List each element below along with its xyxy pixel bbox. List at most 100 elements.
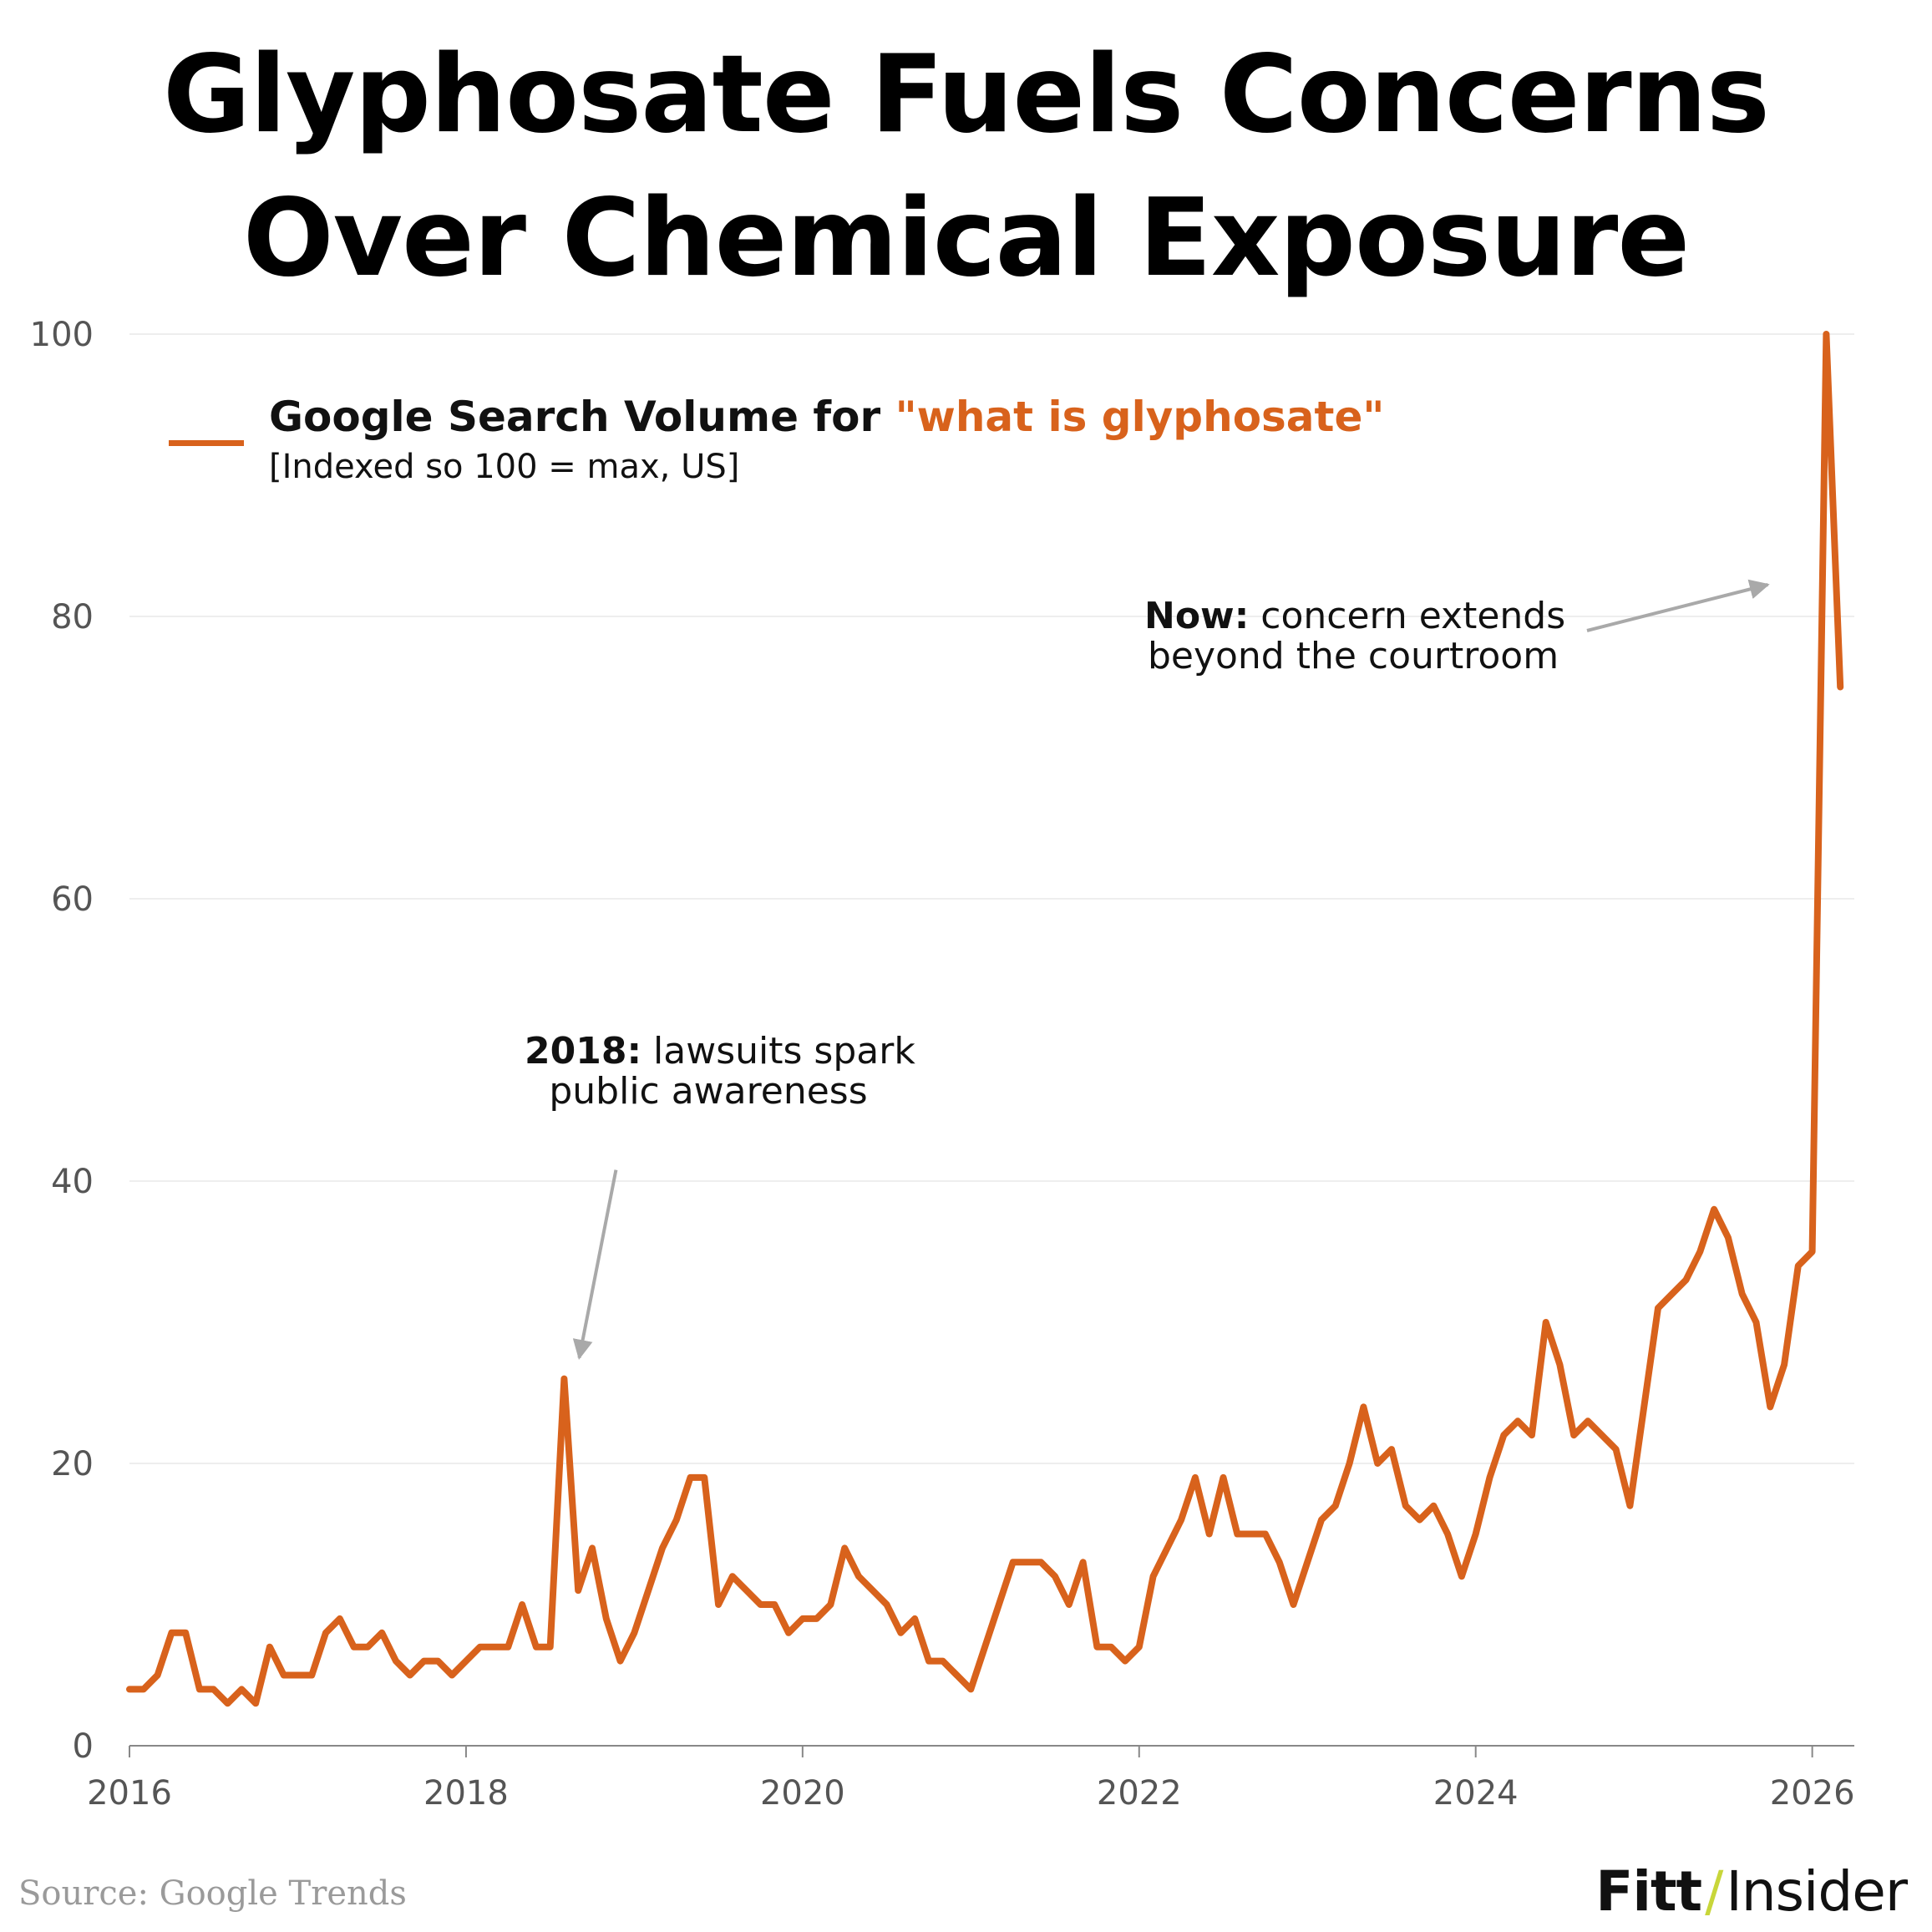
data-point-27 [505,1644,511,1651]
annotation-now: Now: concern extends beyond the courtroo… [1144,595,1566,677]
x-tick-label-2018: 2018 [423,1774,509,1813]
annotation-2018-bold: 2018: [525,1030,642,1072]
source-note: Source: Google Trends [18,1874,407,1913]
data-point-40 [687,1474,694,1481]
data-point-24 [463,1658,469,1665]
data-point-110 [1669,1291,1676,1297]
data-point-77 [1206,1531,1213,1538]
data-point-108 [1640,1403,1647,1410]
data-point-22 [434,1658,441,1665]
data-point-1 [140,1686,147,1692]
data-point-105 [1599,1432,1605,1438]
data-point-83 [1291,1601,1297,1608]
data-point-111 [1683,1276,1690,1283]
data-point-36 [631,1630,637,1636]
data-point-103 [1570,1432,1577,1438]
data-point-46 [771,1601,778,1608]
data-point-114 [1725,1235,1732,1241]
data-point-93 [1430,1503,1437,1509]
series-layer [126,331,1844,1707]
data-point-8 [238,1686,245,1692]
y-tick-label-100: 100 [30,316,94,354]
data-point-121 [1823,331,1829,337]
annotation-now-text-1: concern extends [1249,595,1566,637]
data-point-53 [870,1587,876,1594]
data-point-45 [758,1601,764,1608]
data-point-76 [1192,1474,1199,1481]
data-point-54 [884,1601,890,1608]
data-point-62 [996,1601,1002,1608]
x-tick-label-2020: 2020 [760,1774,845,1813]
data-point-68 [1080,1559,1087,1565]
data-point-32 [575,1587,581,1594]
brand-part-1: Fitt [1595,1859,1702,1924]
data-point-56 [911,1615,918,1622]
data-point-60 [967,1686,974,1692]
data-point-29 [533,1644,540,1651]
data-point-71 [1122,1658,1128,1665]
data-point-25 [477,1644,484,1651]
data-point-86 [1332,1503,1339,1509]
arrow-now [1586,579,1770,632]
data-point-109 [1655,1305,1661,1311]
data-point-33 [589,1544,596,1551]
data-point-95 [1458,1573,1465,1580]
annotation-arrows [572,579,1770,1360]
y-tick-label-20: 20 [51,1445,94,1483]
data-point-96 [1473,1531,1479,1538]
chart-title-line-1: Glyphosate Fuels Concerns [163,33,1770,157]
annotation-2018-text-1: lawsuits spark [641,1030,915,1072]
data-point-91 [1402,1503,1409,1509]
data-point-70 [1108,1644,1114,1651]
data-point-81 [1262,1531,1269,1538]
annotation-now-text-2: beyond the courtroom [1147,635,1559,677]
legend: Google Search Volume for "what is glypho… [269,393,1384,486]
data-point-98 [1500,1432,1507,1438]
legend-swatch [169,440,244,446]
chart-title-line-2: Over Chemical Exposure [242,176,1690,301]
data-point-28 [519,1601,525,1608]
data-point-92 [1417,1517,1423,1524]
data-point-74 [1164,1544,1170,1551]
brand-part-2: Insider [1726,1859,1908,1924]
data-point-63 [1010,1559,1017,1565]
data-point-34 [603,1615,610,1622]
data-point-10 [266,1644,273,1651]
data-point-89 [1374,1460,1381,1467]
data-point-2 [155,1672,161,1679]
data-point-116 [1753,1319,1760,1326]
data-point-101 [1543,1319,1549,1326]
data-point-72 [1136,1644,1143,1651]
y-tick-label-60: 60 [51,880,94,919]
data-point-106 [1613,1446,1620,1453]
data-point-6 [210,1686,217,1692]
data-point-94 [1444,1531,1451,1538]
data-point-11 [281,1672,287,1679]
legend-search-term: "what is glyphosate" [895,393,1385,441]
data-point-9 [252,1700,259,1706]
data-point-66 [1052,1573,1058,1580]
x-tick-label-2026: 2026 [1770,1774,1855,1813]
data-point-48 [799,1615,806,1622]
data-point-51 [841,1544,848,1551]
data-point-73 [1150,1573,1157,1580]
data-point-65 [1037,1559,1044,1565]
data-point-69 [1093,1644,1100,1651]
data-point-31 [560,1376,567,1382]
x-tick-label-2016: 2016 [87,1774,172,1813]
legend-title: Google Search Volume for "what is glypho… [269,393,1384,441]
y-tick-label-40: 40 [51,1163,94,1201]
chart-title: Glyphosate Fuels Concerns Over Chemical … [0,23,1932,311]
annotation-2018-text-2: public awareness [549,1070,868,1113]
data-point-97 [1487,1474,1493,1481]
data-point-104 [1585,1417,1591,1424]
data-point-47 [785,1630,792,1636]
data-point-64 [1024,1559,1031,1565]
data-point-67 [1066,1601,1072,1608]
data-point-18 [378,1630,385,1636]
data-point-39 [673,1517,680,1524]
data-point-88 [1360,1403,1367,1410]
series-line-what-is-glyphosate [126,331,1844,1707]
data-point-21 [421,1658,428,1665]
data-point-20 [407,1672,413,1679]
